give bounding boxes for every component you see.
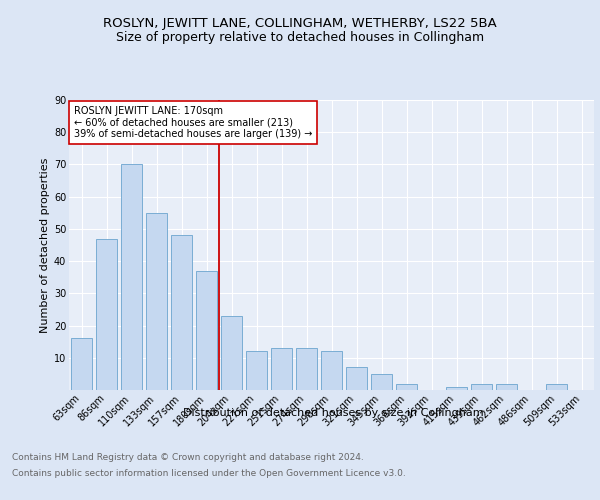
- Bar: [96, 238, 117, 390]
- Bar: [271, 348, 292, 390]
- Text: Contains HM Land Registry data © Crown copyright and database right 2024.: Contains HM Land Registry data © Crown c…: [12, 453, 364, 462]
- Bar: [121, 164, 142, 390]
- Bar: [371, 374, 392, 390]
- Bar: [546, 384, 567, 390]
- Text: ROSLYN, JEWITT LANE, COLLINGHAM, WETHERBY, LS22 5BA: ROSLYN, JEWITT LANE, COLLINGHAM, WETHERB…: [103, 18, 497, 30]
- Bar: [346, 368, 367, 390]
- Bar: [446, 387, 467, 390]
- Bar: [196, 271, 217, 390]
- Bar: [496, 384, 517, 390]
- Bar: [221, 316, 242, 390]
- Bar: [471, 384, 492, 390]
- Text: Distribution of detached houses by size in Collingham: Distribution of detached houses by size …: [182, 408, 484, 418]
- Bar: [296, 348, 317, 390]
- Bar: [146, 213, 167, 390]
- Bar: [71, 338, 92, 390]
- Text: Contains public sector information licensed under the Open Government Licence v3: Contains public sector information licen…: [12, 470, 406, 478]
- Bar: [246, 352, 267, 390]
- Bar: [396, 384, 417, 390]
- Bar: [321, 352, 342, 390]
- Bar: [171, 236, 192, 390]
- Text: Size of property relative to detached houses in Collingham: Size of property relative to detached ho…: [116, 31, 484, 44]
- Text: ROSLYN JEWITT LANE: 170sqm
← 60% of detached houses are smaller (213)
39% of sem: ROSLYN JEWITT LANE: 170sqm ← 60% of deta…: [74, 106, 313, 139]
- Y-axis label: Number of detached properties: Number of detached properties: [40, 158, 50, 332]
